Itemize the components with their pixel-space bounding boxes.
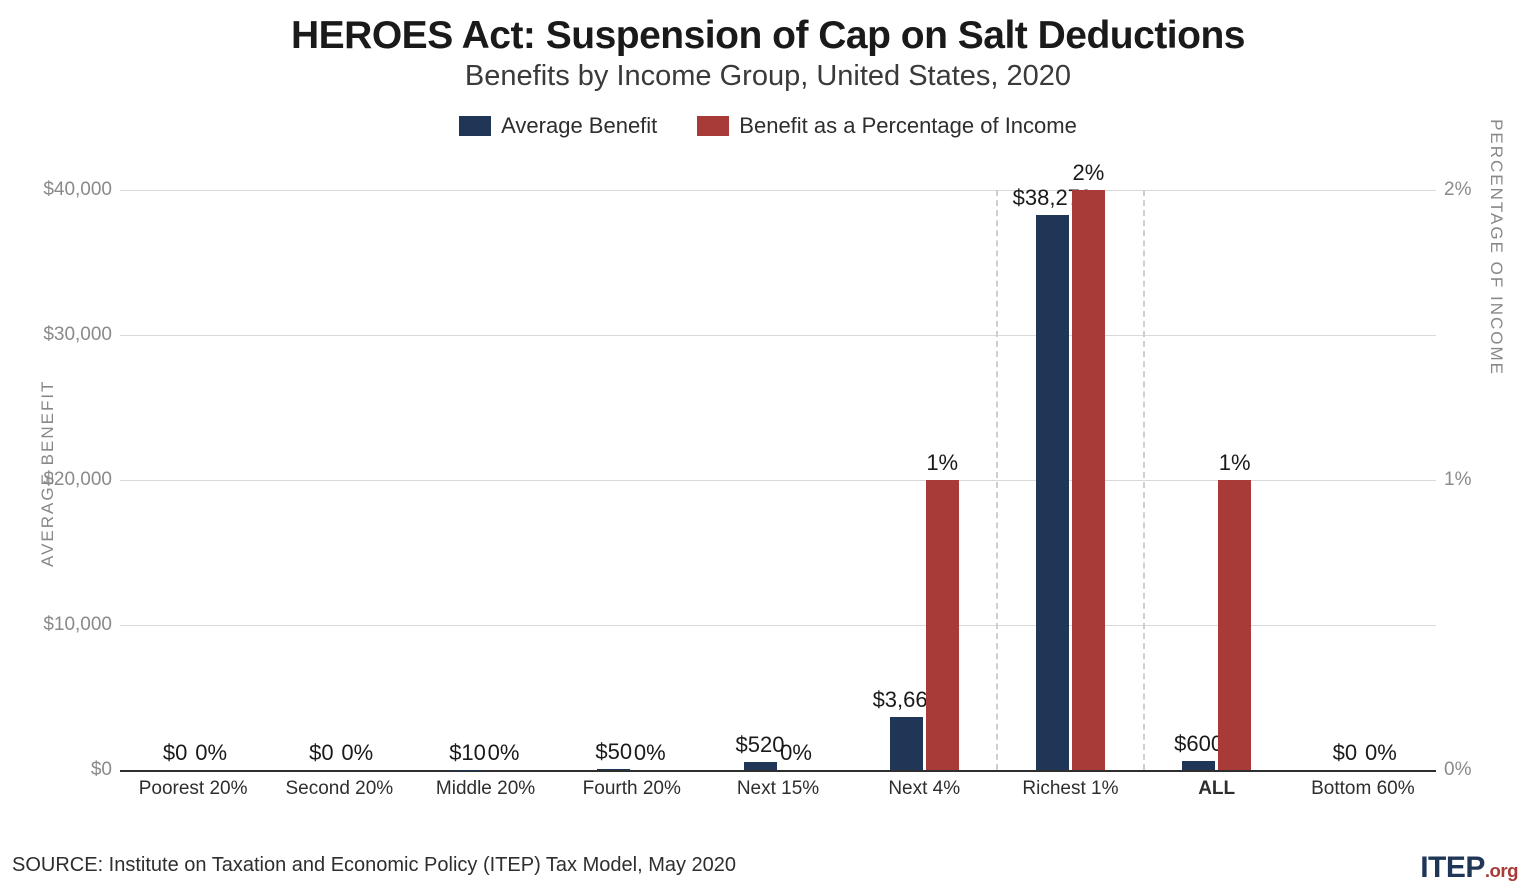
y-axis-left-label: AVERAGE BENEFIT [38,380,58,567]
source-text: SOURCE: Institute on Taxation and Econom… [12,854,736,877]
bar-pct [1218,480,1251,770]
bar-pct [1072,190,1105,770]
category-label: Middle 20% [436,770,535,800]
bar-label-benefit: $520 [736,732,785,758]
panel-divider [1143,190,1145,770]
category-label: Bottom 60% [1311,770,1415,800]
bar-label-benefit: $0 [163,740,187,766]
plot-area: $0$10,000$20,000$30,000$40,0000%1%2%$00%… [120,190,1436,770]
bar-label-pct: 0% [1365,740,1397,766]
bar-benefit [890,717,923,770]
brand-logo: ITEP.org [1420,851,1518,885]
bar-label-pct: 0% [780,740,812,766]
bar-benefit [744,762,777,770]
category-label: Richest 1% [1022,770,1118,800]
y-tick-left: $10,000 [43,614,120,636]
y-tick-left: $30,000 [43,324,120,346]
chart-subtitle: Benefits by Income Group, United States,… [0,58,1536,93]
legend-item-benefit: Average Benefit [459,113,657,139]
legend-swatch-pct [697,116,729,136]
category-label: Second 20% [285,770,393,800]
panel-divider [996,190,998,770]
legend-item-pct: Benefit as a Percentage of Income [697,113,1077,139]
category-label: Poorest 20% [139,770,248,800]
gridline [120,335,1436,336]
bar-benefit [1036,215,1069,770]
bar-pct [926,480,959,770]
category-label: Next 4% [888,770,960,800]
bar-label-pct: 0% [195,740,227,766]
y-tick-right: 1% [1436,469,1471,491]
legend-swatch-benefit [459,116,491,136]
y-axis-right-label: PERCENTAGE OF INCOME [1486,119,1506,376]
legend-label-benefit: Average Benefit [501,113,657,139]
category-label: ALL [1198,770,1235,800]
bar-label-benefit: $0 [1333,740,1357,766]
brand-suffix: .org [1485,860,1518,881]
bar-label-benefit: $600 [1174,731,1223,757]
bar-label-benefit: $50 [595,739,632,765]
brand-main: ITEP [1420,851,1485,884]
bar-label-pct: 2% [1073,160,1105,186]
y-tick-right: 2% [1436,179,1471,201]
bar-label-pct: 1% [926,450,958,476]
bar-label-pct: 0% [488,740,520,766]
y-tick-right: 0% [1436,759,1471,781]
y-tick-left: $0 [91,759,120,781]
bar-label-pct: 1% [1219,450,1251,476]
chart-frame: HEROES Act: Suspension of Cap on Salt De… [0,0,1536,895]
bar-label-benefit: $0 [309,740,333,766]
legend: Average Benefit Benefit as a Percentage … [0,93,1536,139]
bar-label-benefit: $10 [449,740,486,766]
legend-label-pct: Benefit as a Percentage of Income [739,113,1077,139]
bar-label-pct: 0% [341,740,373,766]
bar-benefit [1182,761,1215,770]
gridline [120,190,1436,191]
category-label: Fourth 20% [583,770,681,800]
category-label: Next 15% [737,770,819,800]
y-tick-left: $40,000 [43,179,120,201]
chart-title: HEROES Act: Suspension of Cap on Salt De… [0,0,1536,58]
bar-label-pct: 0% [634,740,666,766]
